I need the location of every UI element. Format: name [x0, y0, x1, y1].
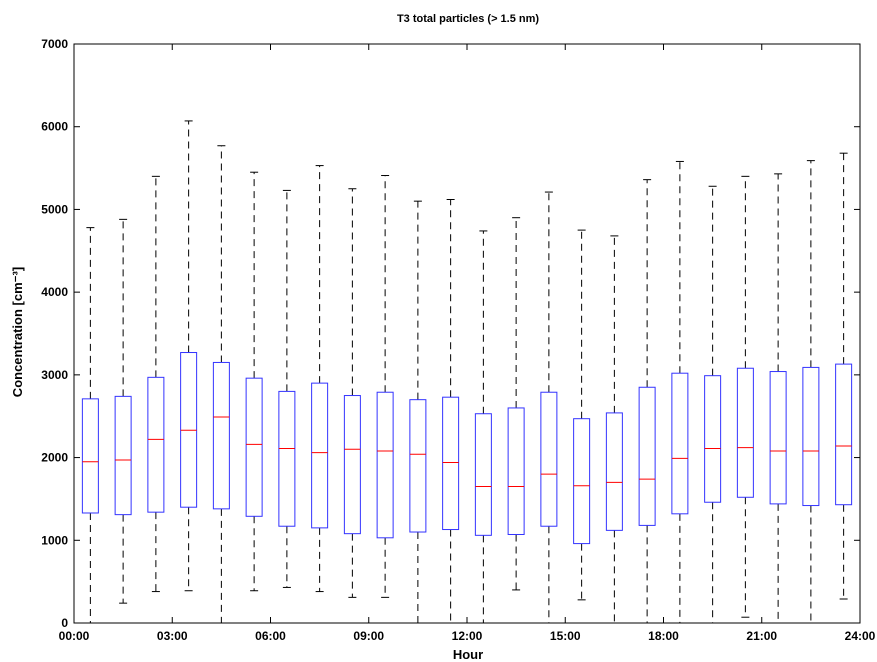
box-17.5 [638, 179, 656, 624]
iqr-box [278, 390, 296, 527]
y-tick-label: 2000 [41, 451, 68, 465]
x-axis-title: Hour [453, 647, 483, 662]
y-axis-title: Concentration [cm⁻³] [10, 267, 25, 397]
iqr-box [409, 399, 427, 533]
x-tick-label: 00:00 [59, 629, 90, 643]
box-1.5 [114, 218, 132, 604]
iqr-box [474, 413, 492, 536]
iqr-box [507, 407, 525, 535]
box-11.5 [442, 199, 460, 624]
iqr-box [605, 412, 623, 531]
box-20.5 [736, 175, 754, 618]
box-10.5 [409, 200, 427, 624]
iqr-box [769, 371, 787, 505]
iqr-box [212, 361, 230, 510]
x-tick-label: 24:00 [845, 629, 876, 643]
x-tick-label: 21:00 [746, 629, 777, 643]
iqr-box [81, 398, 99, 514]
box-16.5 [605, 235, 623, 624]
x-tick-label: 03:00 [157, 629, 188, 643]
iqr-box [704, 375, 722, 503]
box-13.5 [507, 217, 525, 591]
y-tick-label: 4000 [41, 285, 68, 299]
iqr-box [147, 376, 165, 513]
box-2.5 [147, 175, 165, 593]
y-tick-label: 5000 [41, 202, 68, 216]
y-tick-label: 6000 [41, 120, 68, 134]
iqr-box [245, 377, 263, 517]
box-9.5 [376, 175, 394, 598]
iqr-box [671, 372, 689, 515]
y-tick-label: 1000 [41, 533, 68, 547]
y-tick-label: 0 [61, 616, 68, 630]
iqr-box [343, 395, 361, 535]
x-tick-label: 06:00 [255, 629, 286, 643]
iqr-box [802, 366, 820, 507]
plot-frame [73, 43, 861, 624]
iqr-box [573, 418, 591, 545]
y-tick-label: 3000 [41, 368, 68, 382]
box-0.5 [81, 227, 99, 624]
box-6.5 [278, 189, 296, 588]
iqr-box [114, 395, 132, 516]
box-22.5 [802, 160, 820, 624]
boxes-layer [81, 120, 853, 624]
x-tick-label: 15:00 [550, 629, 581, 643]
box-14.5 [540, 191, 558, 624]
y-axis: 0 1000 2000 3000 4000 5000 6000 7000 [41, 37, 860, 630]
iqr-box [638, 386, 656, 526]
chart-title: T3 total particles (> 1.5 nm) [397, 13, 539, 25]
x-tick-label: 18:00 [648, 629, 679, 643]
box-12.5 [474, 230, 492, 624]
iqr-box [736, 367, 754, 498]
box-23.5 [835, 152, 853, 600]
iqr-box [540, 391, 558, 527]
iqr-box [835, 363, 853, 506]
box-21.5 [769, 173, 787, 624]
x-tick-label: 12:00 [452, 629, 483, 643]
x-axis: 00:00 03:00 06:00 09:00 12:00 15:00 18:00 21:00… [59, 44, 876, 643]
iqr-box [442, 396, 460, 531]
x-tick-label: 09:00 [353, 629, 384, 643]
box-8.5 [343, 188, 361, 598]
box-18.5 [671, 160, 689, 624]
box-5.5 [245, 171, 263, 592]
iqr-box [311, 382, 329, 529]
box-4.5 [212, 145, 230, 624]
box-19.5 [704, 185, 722, 624]
box-3.5 [180, 120, 198, 592]
y-tick-label: 7000 [41, 37, 68, 51]
iqr-box [376, 391, 394, 539]
box-15.5 [573, 229, 591, 601]
box-7.5 [311, 165, 329, 593]
